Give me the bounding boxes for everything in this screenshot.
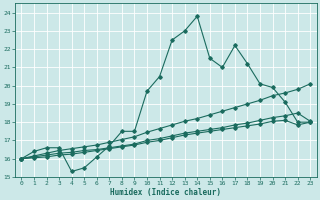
X-axis label: Humidex (Indice chaleur): Humidex (Indice chaleur) bbox=[110, 188, 221, 197]
